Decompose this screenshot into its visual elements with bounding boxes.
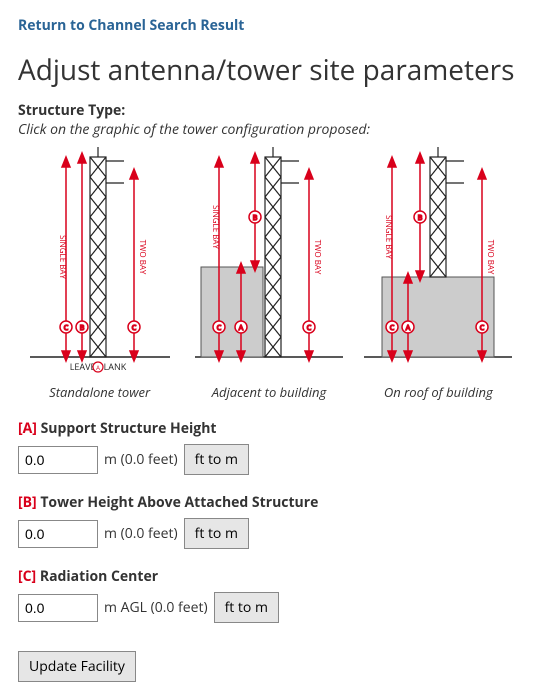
field-b-input[interactable] <box>18 520 98 548</box>
field-c-tag: [C] <box>18 567 36 586</box>
structure-type-instruction: Click on the graphic of the tower config… <box>18 120 520 139</box>
svg-text:TWO BAY: TWO BAY <box>485 240 496 275</box>
svg-text:SINGLE BAY: SINGLE BAY <box>383 215 394 259</box>
field-b: [B] Tower Height Above Attached Structur… <box>18 493 520 549</box>
svg-text:C: C <box>390 324 395 333</box>
svg-text:C: C <box>480 324 485 333</box>
field-c: [C] Radiation Center m AGL (0.0 feet) ft… <box>18 567 520 623</box>
svg-text:A: A <box>239 324 244 333</box>
field-b-label: Tower Height Above Attached Structure <box>40 493 318 512</box>
field-a: [A] Support Structure Height m (0.0 feet… <box>18 419 520 475</box>
page-title: Adjust antenna/tower site parameters <box>18 51 520 89</box>
svg-text:C: C <box>307 324 312 333</box>
field-a-label: Support Structure Height <box>41 419 217 438</box>
field-b-tag: [B] <box>18 493 37 512</box>
svg-text:B: B <box>418 214 423 223</box>
field-c-input[interactable] <box>18 594 98 622</box>
svg-text:SINGLE BAY: SINGLE BAY <box>210 205 221 249</box>
svg-text:SINGLE BAY: SINGLE BAY <box>57 235 68 279</box>
field-a-unit: m (0.0 feet) <box>104 450 178 469</box>
field-c-label: Radiation Center <box>40 567 158 586</box>
svg-text:C: C <box>131 324 136 333</box>
svg-text:B: B <box>79 324 84 333</box>
svg-text:TWO BAY: TWO BAY <box>312 240 323 275</box>
field-a-convert-button[interactable]: ft to m <box>184 444 249 475</box>
diagram-roof[interactable]: C SINGLE BAY B A <box>357 147 520 401</box>
diagram-adjacent[interactable]: C SINGLE BAY B A <box>187 147 350 401</box>
return-link[interactable]: Return to Channel Search Result <box>18 16 244 35</box>
field-c-convert-button[interactable]: ft to m <box>214 592 279 623</box>
svg-text:B: B <box>253 214 258 223</box>
svg-text:A: A <box>406 324 411 333</box>
svg-text:C: C <box>217 324 222 333</box>
diagram-standalone[interactable]: C SINGLE BAY B C TWO BAY LEAVE <box>18 147 181 401</box>
diagram-caption-standalone: Standalone tower <box>18 383 181 401</box>
field-c-unit: m AGL (0.0 feet) <box>104 598 208 617</box>
svg-text:A: A <box>96 364 100 372</box>
field-a-input[interactable] <box>18 446 98 474</box>
field-b-convert-button[interactable]: ft to m <box>184 518 249 549</box>
field-a-tag: [A] <box>18 419 37 438</box>
field-b-unit: m (0.0 feet) <box>104 524 178 543</box>
svg-text:TWO BAY: TWO BAY <box>137 240 148 275</box>
diagram-row: C SINGLE BAY B C TWO BAY LEAVE <box>18 147 520 401</box>
svg-text:C: C <box>63 324 68 333</box>
update-facility-button[interactable]: Update Facility <box>18 651 136 682</box>
structure-type-label: Structure Type: <box>18 101 520 120</box>
diagram-caption-roof: On roof of building <box>357 383 520 401</box>
diagram-caption-adjacent: Adjacent to building <box>187 383 350 401</box>
